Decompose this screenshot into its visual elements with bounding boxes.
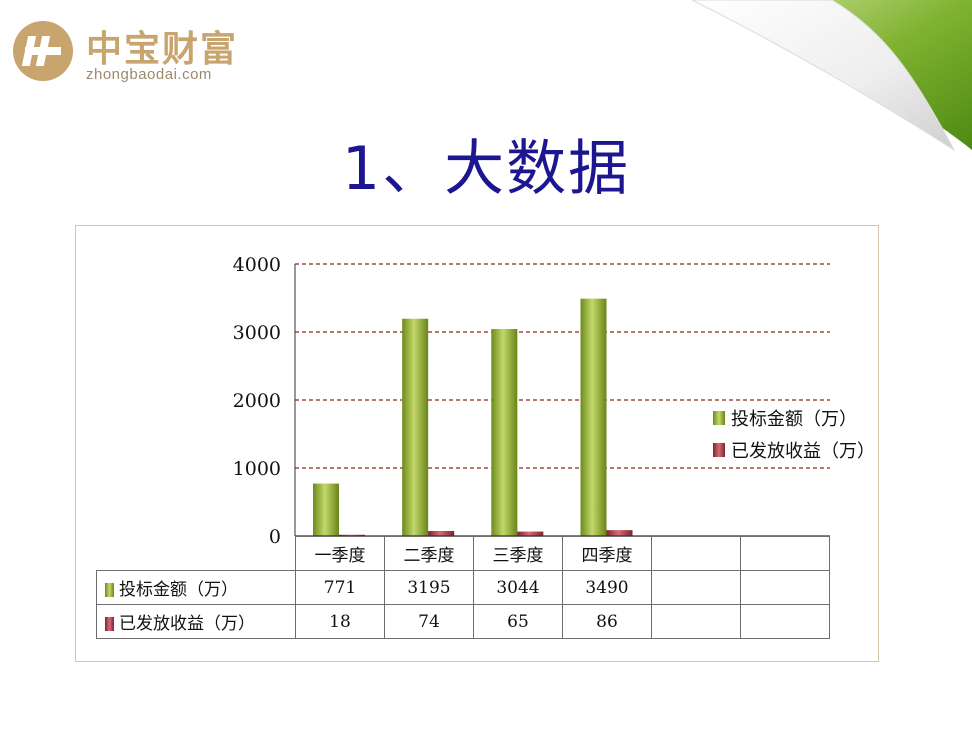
table-cell: 65 [473,604,563,639]
table-cell [651,604,741,639]
table-row: 已发放收益（万） 18 74 65 86 [96,604,830,639]
legend-swatch-green [105,583,114,597]
chart-legend: 投标金额（万） 已发放收益（万） [713,402,875,466]
category-label: 二季度 [384,536,474,571]
company-logo: 中宝财富 zhongbaodai.com [10,18,260,88]
table-cell: 86 [562,604,652,639]
legend-label: 投标金额（万） [731,409,857,430]
table-header-row: 一季度 二季度 三季度 四季度 [96,536,830,571]
logo-domain: zhongbaodai.com [86,66,212,83]
table-cell: 3195 [384,570,474,605]
legend-swatch-red [105,617,114,631]
table-cell [740,604,830,639]
table-cell: 3490 [562,570,652,605]
table-row: 投标金额（万） 771 3195 3044 3490 [96,570,830,605]
table-cell: 18 [295,604,385,639]
table-cell [740,570,830,605]
legend-item-series1: 投标金额（万） [713,402,875,434]
table-cell: 74 [384,604,474,639]
table-corner [96,536,296,571]
table-row-label: 投标金额（万） [96,570,296,605]
legend-swatch-red [713,443,725,457]
logo-name: 中宝财富 [86,29,239,70]
page-title: 1、大数据 [341,134,631,204]
legend-item-series2: 已发放收益（万） [713,434,875,466]
category-label [740,536,830,571]
series-name: 投标金额（万） [119,580,238,600]
logo-mark-icon [13,21,73,81]
category-label: 三季度 [473,536,563,571]
page-curl-decoration [691,0,972,152]
series-name: 已发放收益（万） [119,614,255,634]
category-label: 一季度 [295,536,385,571]
table-row-label: 已发放收益（万） [96,604,296,639]
legend-label: 已发放收益（万） [731,441,875,462]
table-cell: 3044 [473,570,563,605]
table-cell: 771 [295,570,385,605]
category-label [651,536,741,571]
category-label: 四季度 [562,536,652,571]
chart-data-table: 一季度 二季度 三季度 四季度 投标金额（万） 771 3195 3044 34… [96,536,830,639]
table-cell [651,570,741,605]
legend-swatch-green [713,411,725,425]
